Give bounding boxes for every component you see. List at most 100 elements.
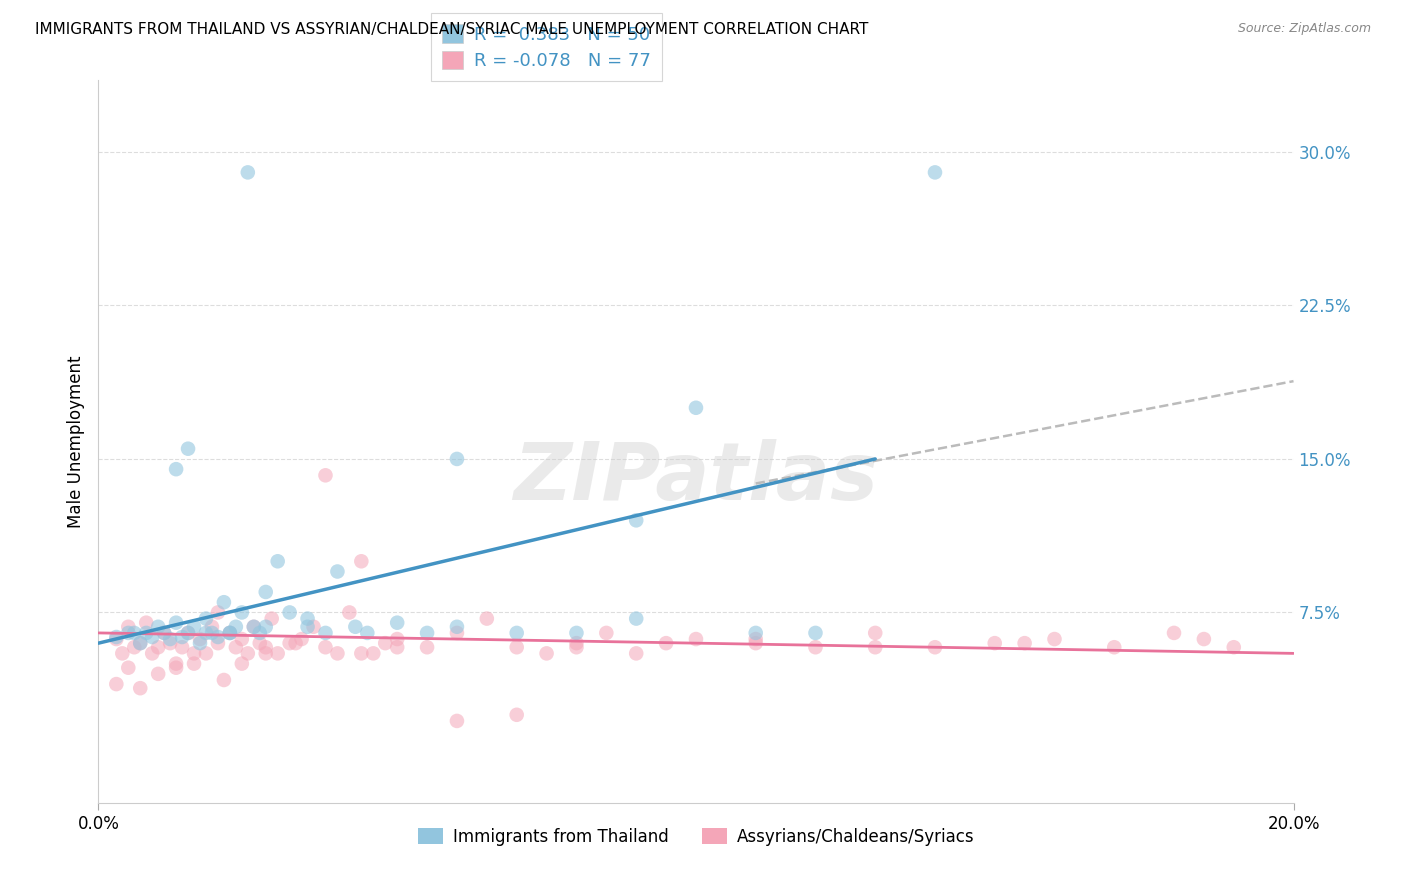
Point [446, 620, 468, 634]
Point [284, 636, 307, 650]
Point [165, 615, 187, 630]
Point [745, 636, 768, 650]
Point [207, 636, 229, 650]
Y-axis label: Male Unemployment: Male Unemployment [66, 355, 84, 528]
Point [595, 626, 617, 640]
Point [804, 640, 827, 655]
Point [183, 646, 205, 660]
Point [446, 714, 468, 728]
Point [565, 640, 588, 655]
Point [1104, 640, 1126, 655]
Point [416, 640, 439, 655]
Point [148, 666, 170, 681]
Point [219, 626, 242, 640]
Point [129, 636, 152, 650]
Point [506, 626, 529, 640]
Point [326, 646, 349, 660]
Point [225, 620, 247, 634]
Point [219, 626, 242, 640]
Point [153, 626, 176, 640]
Point [129, 681, 152, 696]
Point [201, 626, 224, 640]
Point [188, 636, 211, 650]
Point [626, 646, 648, 660]
Point [124, 640, 146, 655]
Point [231, 606, 253, 620]
Point [745, 632, 768, 646]
Point [135, 626, 157, 640]
Point [804, 626, 827, 640]
Point [374, 636, 396, 650]
Point [165, 661, 187, 675]
Point [254, 646, 277, 660]
Point [865, 640, 887, 655]
Point [183, 657, 205, 671]
Point [291, 632, 314, 646]
Point [177, 442, 200, 456]
Point [506, 640, 529, 655]
Point [924, 165, 946, 179]
Point [111, 646, 134, 660]
Text: IMMIGRANTS FROM THAILAND VS ASSYRIAN/CHALDEAN/SYRIAC MALE UNEMPLOYMENT CORRELATI: IMMIGRANTS FROM THAILAND VS ASSYRIAN/CHA… [35, 22, 869, 37]
Point [302, 620, 325, 634]
Point [236, 165, 259, 179]
Point [172, 640, 194, 655]
Point [536, 646, 558, 660]
Point [565, 626, 588, 640]
Point [297, 620, 319, 634]
Legend: Immigrants from Thailand, Assyrians/Chaldeans/Syriacs: Immigrants from Thailand, Assyrians/Chal… [411, 821, 981, 852]
Point [254, 640, 277, 655]
Point [446, 452, 468, 467]
Point [225, 640, 247, 655]
Point [105, 632, 128, 646]
Point [254, 585, 277, 599]
Point [1163, 626, 1185, 640]
Point [416, 626, 439, 640]
Point [201, 620, 224, 634]
Point [124, 626, 146, 640]
Point [344, 620, 367, 634]
Point [212, 595, 235, 609]
Point [278, 606, 301, 620]
Point [236, 646, 259, 660]
Point [363, 646, 385, 660]
Point [212, 673, 235, 687]
Point [626, 513, 648, 527]
Point [506, 707, 529, 722]
Point [231, 657, 253, 671]
Point [350, 554, 373, 568]
Point [117, 626, 139, 640]
Point [117, 620, 139, 634]
Point [475, 611, 498, 625]
Point [350, 646, 373, 660]
Point [339, 606, 361, 620]
Point [1223, 640, 1246, 655]
Point [243, 620, 266, 634]
Point [165, 657, 187, 671]
Text: Source: ZipAtlas.com: Source: ZipAtlas.com [1237, 22, 1371, 36]
Point [315, 640, 337, 655]
Point [243, 620, 266, 634]
Point [195, 646, 218, 660]
Point [278, 636, 301, 650]
Point [153, 626, 176, 640]
Point [984, 636, 1007, 650]
Point [385, 640, 409, 655]
Point [326, 565, 349, 579]
Point [315, 626, 337, 640]
Point [260, 611, 283, 625]
Point [254, 620, 277, 634]
Text: ZIPatlas: ZIPatlas [513, 439, 879, 516]
Point [565, 636, 588, 650]
Point [177, 626, 200, 640]
Point [249, 636, 271, 650]
Point [165, 462, 187, 476]
Point [745, 626, 768, 640]
Point [159, 636, 181, 650]
Point [141, 646, 163, 660]
Point [626, 611, 648, 625]
Point [105, 630, 128, 644]
Point [183, 620, 205, 634]
Point [148, 640, 170, 655]
Point [159, 632, 181, 646]
